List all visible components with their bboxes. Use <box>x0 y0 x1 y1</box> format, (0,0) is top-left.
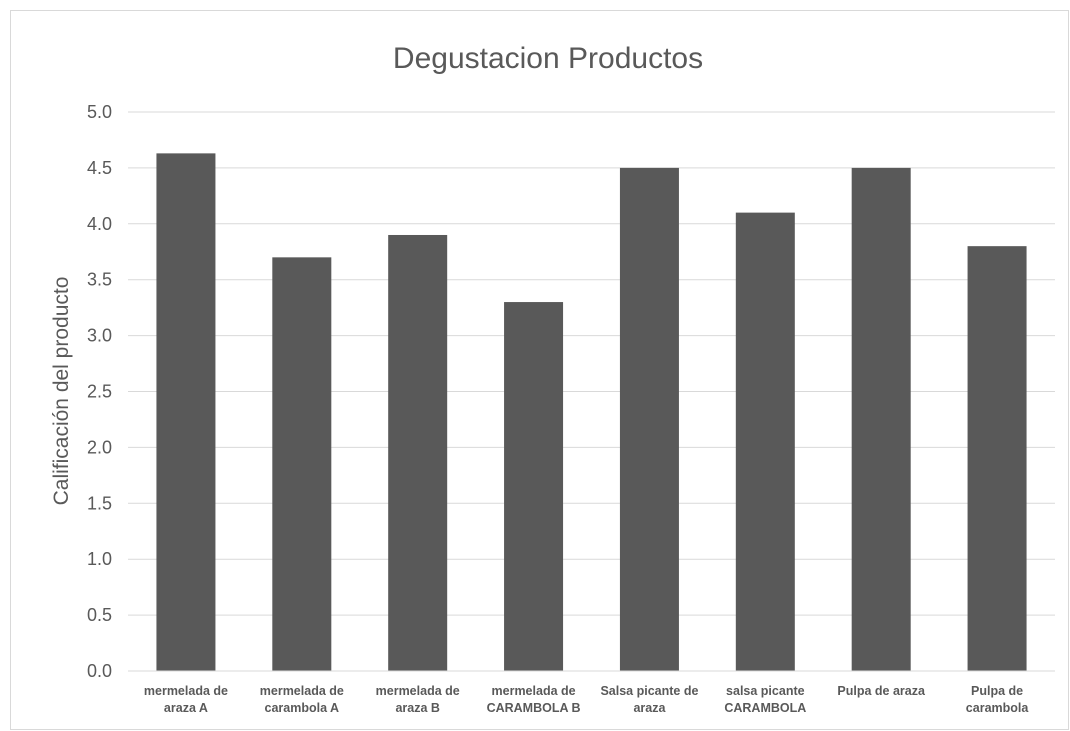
x-tick-label: mermelada de CARAMBOLA B <box>487 684 581 715</box>
x-tick-label-line: araza B <box>395 701 439 715</box>
bar <box>851 167 911 671</box>
bar <box>272 257 332 671</box>
x-axis-ticks: mermelada de araza A mermelada de carambola… <box>144 684 1029 715</box>
x-tick-label-line: Salsa picante de <box>600 684 698 698</box>
chart-title: Degustacion Productos <box>393 42 703 75</box>
x-tick-label: Salsa picante de araza <box>600 684 698 715</box>
x-tick-label: salsa picante CARAMBOLA <box>724 684 806 715</box>
x-tick-label-line: mermelada de <box>260 684 344 698</box>
x-tick-label: Pulpa de carambola <box>966 684 1030 715</box>
x-tick-label-line: mermelada de <box>492 684 576 698</box>
y-tick-label: 4.5 <box>87 158 112 178</box>
x-tick-label: mermelada de carambola A <box>260 684 344 715</box>
y-axis-ticks: 0.0 0.5 1.0 1.5 2.0 2.5 3.0 3.5 4.0 4.5 5.0 <box>87 102 112 681</box>
y-tick-label: 2.5 <box>87 382 112 402</box>
y-tick-label: 4.0 <box>87 214 112 234</box>
x-tick-label-line: araza <box>633 701 666 715</box>
y-axis-label: Calificación del producto <box>50 277 73 506</box>
bar <box>619 167 679 671</box>
y-tick-label: 0.5 <box>87 605 112 625</box>
x-tick-label-line: mermelada de <box>376 684 460 698</box>
bars <box>156 153 1027 672</box>
y-tick-label: 0.0 <box>87 661 112 681</box>
y-tick-label: 3.5 <box>87 270 112 290</box>
x-tick-label: mermelada de araza A <box>144 684 228 715</box>
y-tick-label: 1.0 <box>87 549 112 569</box>
x-tick-label: Pulpa de araza <box>837 684 926 698</box>
x-tick-label-line: CARAMBOLA <box>724 701 806 715</box>
gridlines <box>128 111 1055 616</box>
bar <box>504 302 564 671</box>
bar <box>735 212 795 671</box>
y-tick-label: 3.0 <box>87 326 112 346</box>
y-tick-label: 1.5 <box>87 493 112 513</box>
x-tick-label-line: Pulpa de <box>971 684 1023 698</box>
x-tick-label: mermelada de araza B <box>376 684 460 715</box>
x-tick-label-line: araza A <box>164 701 208 715</box>
x-tick-label-line: Pulpa de araza <box>837 684 926 698</box>
x-tick-label-line: salsa picante <box>726 684 805 698</box>
x-tick-label-line: mermelada de <box>144 684 228 698</box>
x-tick-label-line: CARAMBOLA B <box>487 701 581 715</box>
bar <box>388 234 448 672</box>
x-tick-label-line: carambola <box>966 701 1030 715</box>
y-tick-label: 5.0 <box>87 102 112 122</box>
bar <box>967 246 1027 671</box>
bar <box>156 153 216 672</box>
y-tick-label: 2.0 <box>87 437 112 457</box>
x-tick-label-line: carambola A <box>265 701 340 715</box>
